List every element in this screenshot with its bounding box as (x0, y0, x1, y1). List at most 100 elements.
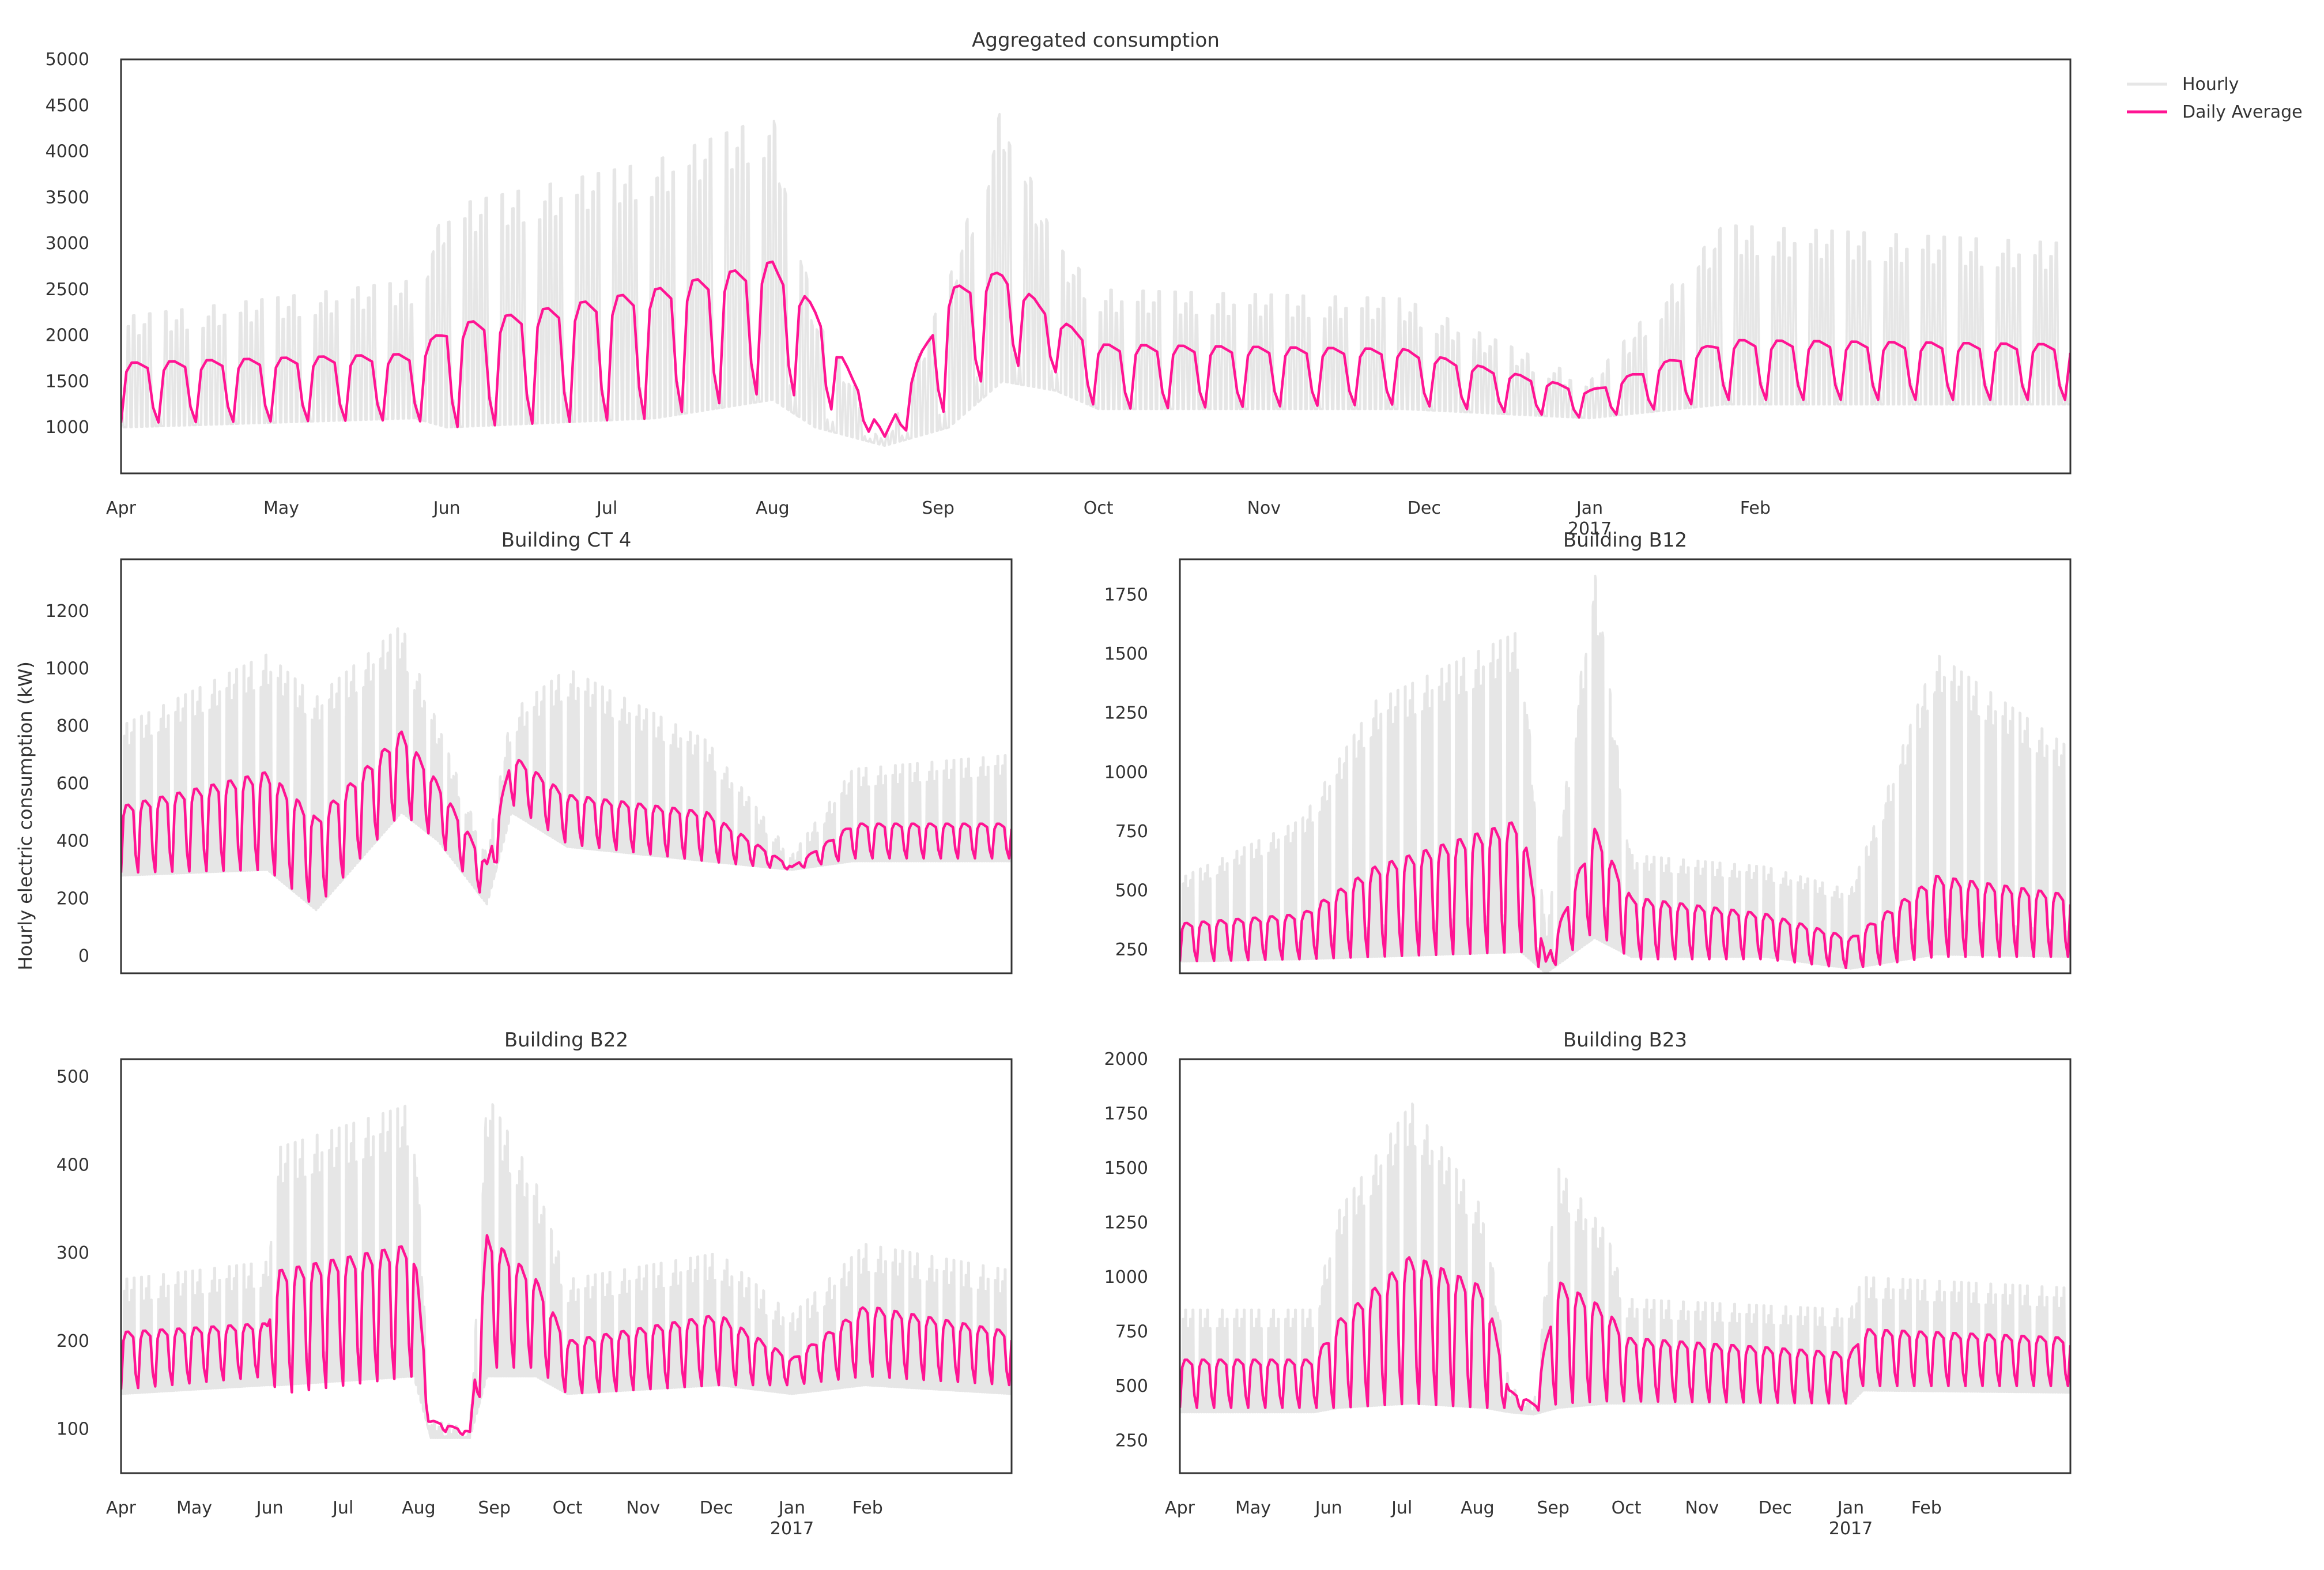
ct4-ytick-label: 1000 (46, 658, 89, 679)
b23-xtick-label: Jun (1314, 1498, 1342, 1518)
b22-ytick-label: 200 (56, 1331, 89, 1351)
b23-ytick-label: 1750 (1104, 1104, 1148, 1124)
panel-building-b23: Building B23 250 500 750 1000 1250 1500 1750 200… (1104, 1029, 2072, 1539)
b22-frame (120, 1058, 1013, 1474)
b22-series-daily-average (121, 1234, 1012, 1436)
panel-aggregated: Aggregated consumption 1000 1500 2000 2500 30… (46, 29, 2072, 539)
legend: Hourly Daily Average (2127, 74, 2303, 122)
b22-xtick-label: Oct (553, 1498, 583, 1518)
b23-xtick-label: Oct (1612, 1498, 1642, 1518)
b23-frame (1179, 1058, 2072, 1474)
aggregated-xtick-label: Dec (1408, 498, 1441, 518)
panel-building-ct4: Building CT 4 0 200 400 600 800 1000 1200 (46, 529, 1013, 974)
b22-xtick-label: Jan (778, 1498, 805, 1518)
ct4-ytick-label: 0 (78, 946, 89, 966)
b22-title: Building B22 (504, 1029, 628, 1052)
b22-xtick-label: Aug (402, 1498, 436, 1518)
legend-daily-label: Daily Average (2182, 102, 2303, 122)
ct4-ytick-label: 600 (56, 774, 89, 794)
b22-ytick-label: 400 (56, 1155, 89, 1175)
ct4-title: Building CT 4 (501, 529, 632, 552)
aggregated-series-daily-average (121, 260, 2070, 438)
aggregated-xtick-label: Feb (1740, 498, 1771, 518)
aggregated-xtick-label: Jun (432, 498, 461, 518)
b12-ytick-label: 1750 (1104, 585, 1148, 605)
b23-xtick-label: Nov (1685, 1498, 1719, 1518)
b23-ytick-label: 1500 (1104, 1158, 1148, 1179)
aggregated-frame (120, 58, 2072, 475)
ct4-series-daily-average (121, 730, 1012, 903)
b12-ytick-label: 250 (1115, 940, 1148, 960)
aggregated-xtick-label: May (263, 498, 299, 518)
aggregated-xtick-label: Nov (1247, 498, 1281, 518)
aggregated-ytick-label: 1500 (46, 371, 89, 391)
aggregated-xtick-sublabel: 2017 (1568, 519, 1612, 539)
b23-xtick-label: Dec (1759, 1498, 1792, 1518)
b23-xtick-label: Apr (1165, 1498, 1195, 1518)
ct4-frame (120, 558, 1013, 974)
b22-xtick-label: Apr (106, 1498, 137, 1518)
b23-series-daily-average (1180, 1256, 2070, 1412)
b12-series-daily-average (1180, 821, 2070, 970)
b12-ytick-label: 1500 (1104, 644, 1148, 664)
aggregated-xtick-label: Aug (756, 498, 790, 518)
b23-ytick-label: 1000 (1104, 1267, 1148, 1287)
b12-frame (1179, 558, 2072, 974)
b22-xtick-sublabel: 2017 (770, 1519, 814, 1539)
b22-xtick-label: Sep (478, 1498, 511, 1518)
legend-hourly-label: Hourly (2182, 74, 2239, 95)
aggregated-ytick-label: 3000 (46, 234, 89, 254)
aggregated-ytick-label: 3500 (46, 187, 89, 208)
y-axis-label: Hourly electric consumption (kW) (14, 661, 36, 970)
b22-ytick-label: 500 (56, 1067, 89, 1087)
aggregated-xtick-label: Sep (922, 498, 954, 518)
b22-series-hourly (121, 1103, 1012, 1439)
b23-xtick-label: Jan (1836, 1498, 1864, 1518)
b23-ytick-label: 750 (1115, 1321, 1148, 1342)
b23-series-hourly (1180, 1102, 2070, 1415)
b12-ytick-label: 1250 (1104, 703, 1148, 724)
b22-xtick-label: Jun (255, 1498, 284, 1518)
panel-building-b22: Building B22 100 200 300 400 500 Apr May Jun Jul A… (56, 1029, 1013, 1539)
b23-xtick-label: Aug (1461, 1498, 1495, 1518)
b22-ytick-label: 300 (56, 1243, 89, 1263)
aggregated-ytick-label: 1000 (46, 417, 89, 438)
b12-ytick-label: 750 (1115, 822, 1148, 842)
aggregated-ytick-label: 4500 (46, 96, 89, 116)
b22-xtick-label: Nov (627, 1498, 661, 1518)
b22-xtick-label: Jul (331, 1498, 353, 1518)
b23-ytick-label: 2000 (1104, 1049, 1148, 1070)
b23-ytick-label: 250 (1115, 1430, 1148, 1451)
aggregated-xtick-label: Oct (1084, 498, 1114, 518)
b22-ytick-label: 100 (56, 1420, 89, 1440)
aggregated-xtick-label: Apr (106, 498, 137, 518)
aggregated-xtick-label: Jan (1575, 498, 1603, 518)
aggregated-ytick-label: 4000 (46, 142, 89, 162)
ct4-ytick-label: 200 (56, 888, 89, 909)
aggregated-ytick-label: 2000 (46, 326, 89, 346)
ct4-ytick-label: 1200 (46, 601, 89, 622)
b12-title: Building B12 (1563, 529, 1687, 552)
aggregated-title: Aggregated consumption (972, 29, 1220, 52)
b23-ytick-label: 500 (1115, 1376, 1148, 1396)
b23-xtick-label: Jul (1390, 1498, 1412, 1518)
b12-ytick-label: 500 (1115, 880, 1148, 901)
b12-ytick-label: 1000 (1104, 762, 1148, 782)
b23-xtick-label: Sep (1537, 1498, 1570, 1518)
b22-xtick-label: May (176, 1498, 212, 1518)
b23-xtick-label: May (1235, 1498, 1271, 1518)
b23-xtick-label: Feb (1911, 1498, 1942, 1518)
b22-xtick-label: Feb (852, 1498, 883, 1518)
aggregated-series-hourly (121, 112, 2070, 447)
aggregated-xtick-label: Jul (595, 498, 617, 518)
ct4-ytick-label: 400 (56, 831, 89, 852)
panel-building-b12: Building B12 250 500 750 1000 1250 1500 1750 (1104, 529, 2072, 974)
b22-xtick-label: Dec (700, 1498, 733, 1518)
aggregated-ytick-label: 5000 (46, 50, 89, 70)
ct4-ytick-label: 800 (56, 716, 89, 736)
b23-title: Building B23 (1563, 1029, 1687, 1052)
b23-ytick-label: 1250 (1104, 1213, 1148, 1233)
ct4-series-hourly (121, 627, 1012, 912)
b23-xtick-sublabel: 2017 (1829, 1519, 1873, 1539)
